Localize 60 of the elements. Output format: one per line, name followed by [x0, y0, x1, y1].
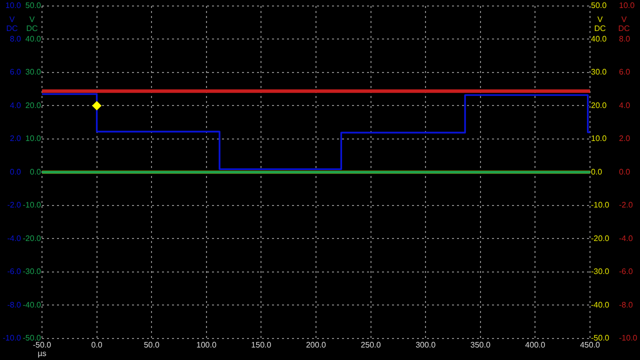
y-tick-label: -6.0 — [7, 267, 22, 276]
text: V DC — [618, 15, 630, 33]
text: 2.0 — [619, 134, 630, 144]
y-tick-label: 8.0 — [10, 34, 22, 44]
y-axis-title: V DC — [6, 15, 18, 33]
y2-tick-label: -40.0 — [22, 300, 42, 310]
x-tick-label: 350.0 — [470, 340, 491, 350]
y2-tick-label: -30.0 — [22, 267, 42, 276]
x-tick-label: 100.0 — [196, 340, 217, 350]
y-tick-label: -4.0 — [7, 234, 22, 243]
text: -8.0 — [619, 300, 633, 310]
text: 6.0 — [619, 68, 630, 77]
text: -6.0 — [619, 267, 633, 276]
text: 4.0 — [619, 100, 630, 110]
x-tick-label: 50.0 — [144, 340, 160, 350]
text: 10.0 — [619, 1, 635, 10]
x-tick-label: 450.0 — [580, 340, 601, 350]
y3-tick-label: -20.0 — [591, 234, 610, 243]
y-tick-label: 6.0 — [10, 68, 22, 77]
y3-tick-label: 30.0 — [591, 68, 608, 77]
y3-tick-label: -40.0 — [591, 300, 610, 310]
y3-axis-title: V DC — [594, 15, 606, 33]
y2-tick-label: 20.0 — [25, 100, 42, 110]
y2-tick-label: -50.0 — [22, 334, 42, 343]
y-tick-label: -10.0 — [2, 334, 22, 343]
y3-tick-label: 50.0 — [591, 1, 608, 10]
text: -10.0 — [619, 334, 638, 343]
y2-axis-title: V DC — [26, 15, 38, 33]
text: 8.0 — [619, 34, 630, 44]
y-tick-label: 0.0 — [10, 167, 22, 176]
y-tick-label: -2.0 — [7, 200, 22, 210]
text: -4.0 — [619, 234, 633, 243]
y3-tick-label: -30.0 — [591, 267, 610, 276]
y3-tick-label: -10.0 — [591, 200, 610, 210]
x-tick-label: 300.0 — [416, 340, 436, 350]
y2-tick-label: 30.0 — [25, 68, 42, 77]
x-tick-label: 200.0 — [306, 340, 327, 350]
y3-tick-label: 20.0 — [591, 100, 608, 110]
text: -2.0 — [619, 200, 633, 210]
x-tick-label: 150.0 — [251, 340, 272, 350]
x-tick-label: 0.0 — [91, 340, 103, 350]
y3-tick-label: 40.0 — [591, 34, 608, 44]
y3-tick-label: 10.0 — [591, 134, 608, 144]
y-tick-label: -8.0 — [7, 300, 22, 310]
y3-tick-label: 0.0 — [591, 167, 603, 176]
y2-tick-label: 0.0 — [30, 167, 42, 176]
x-tick-label: 250.0 — [360, 340, 382, 350]
text: 0.0 — [619, 167, 630, 176]
y-tick-label: 2.0 — [10, 134, 22, 144]
x-axis-title: µs — [38, 349, 46, 358]
x-tick-label: -50.0 — [32, 340, 52, 350]
y-tick-label: 4.0 — [10, 100, 22, 110]
y2-tick-label: -10.0 — [22, 200, 42, 210]
y-tick-label: 10.0 — [5, 1, 22, 10]
y2-tick-label: 40.0 — [25, 34, 42, 44]
y2-tick-label: -20.0 — [22, 234, 42, 243]
y3-tick-label: -50.0 — [591, 334, 610, 343]
y2-tick-label: 10.0 — [25, 134, 42, 144]
y2-tick-label: 50.0 — [25, 1, 42, 10]
x-tick-label: 400.0 — [525, 340, 546, 350]
